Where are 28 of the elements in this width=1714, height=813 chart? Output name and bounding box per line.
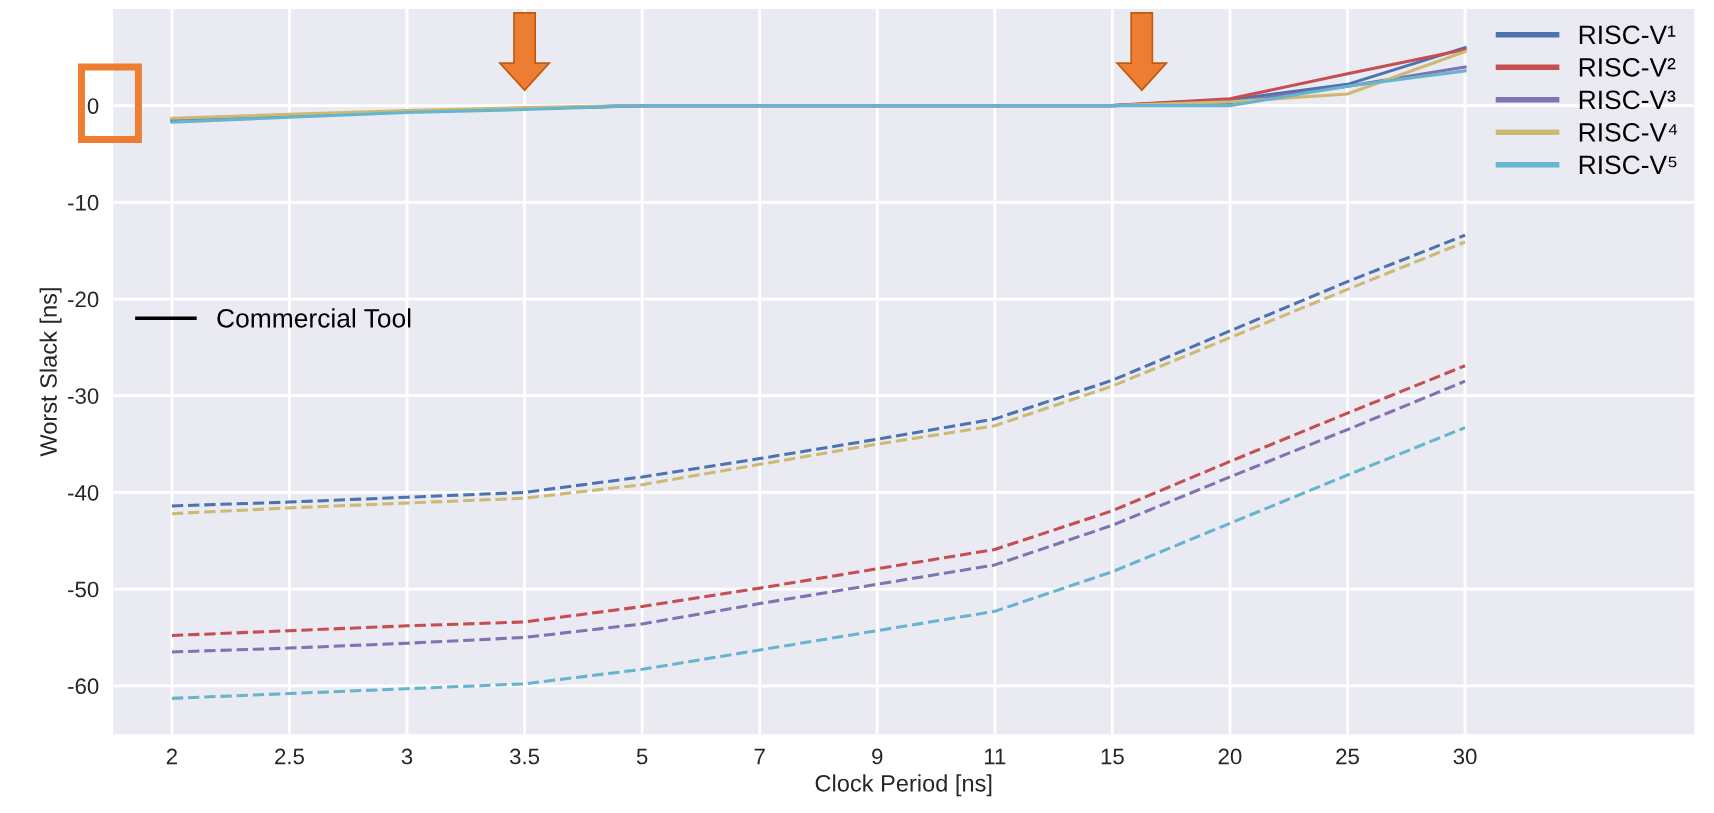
line-series bbox=[170, 426, 1467, 700]
y-tick-label: -30 bbox=[68, 388, 99, 404]
x-tick-label: 30 bbox=[1453, 748, 1477, 765]
y-tick-label: -20 bbox=[68, 291, 99, 308]
x-tick-label: 2.5 bbox=[275, 748, 304, 765]
annotation: Commercial Tool bbox=[217, 308, 411, 328]
x-tick-label: 20 bbox=[1218, 748, 1242, 765]
x-tick-label: 3 bbox=[401, 748, 413, 765]
y-tick-label: 0 bbox=[87, 98, 99, 114]
legend-label: RISC-V² bbox=[1579, 57, 1676, 77]
y-tick-label: -60 bbox=[68, 678, 99, 695]
legend-label: RISC-V¹ bbox=[1579, 25, 1676, 45]
x-tick-label: 3.5 bbox=[509, 748, 540, 765]
x-tick-label: 11 bbox=[984, 748, 1006, 765]
x-tick-label: 5 bbox=[636, 748, 648, 765]
legend-label: RISC-V⁵ bbox=[1579, 155, 1677, 175]
x-tick-label: 9 bbox=[872, 748, 883, 765]
y-tick-label: -50 bbox=[68, 581, 99, 598]
x-tick-label: 25 bbox=[1336, 748, 1359, 765]
legend-label: RISC-V⁴ bbox=[1579, 123, 1678, 142]
x-tick-label: 2 bbox=[166, 748, 177, 765]
y-tick-label: -10 bbox=[68, 194, 99, 211]
x-tick-label: 15 bbox=[1101, 748, 1124, 765]
legend-label: RISC-V³ bbox=[1579, 90, 1676, 110]
y-axis-title: Worst Slack [ns] bbox=[39, 288, 62, 457]
y-tick-label: -40 bbox=[68, 484, 99, 501]
x-tick-label: 7 bbox=[754, 748, 765, 765]
x-axis-title: Clock Period [ns] bbox=[815, 774, 992, 797]
